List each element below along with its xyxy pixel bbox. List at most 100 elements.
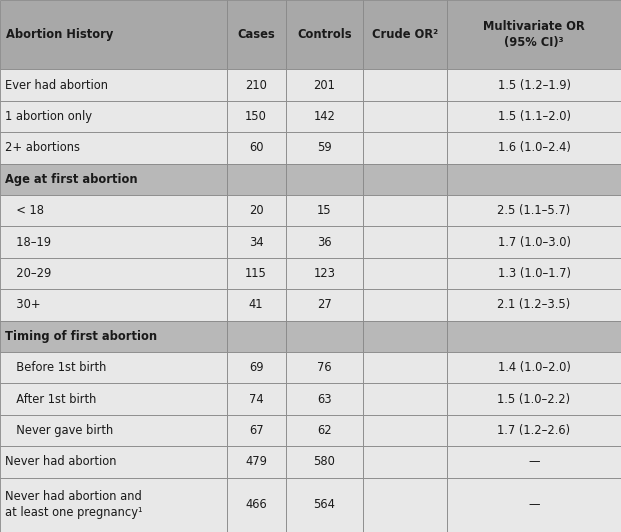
Bar: [0, 289, 227, 321]
Text: Never had abortion and
at least one pregnancy¹: Never had abortion and at least one preg…: [5, 491, 142, 519]
Text: 15: 15: [317, 204, 332, 217]
Bar: [363, 70, 447, 101]
Bar: [227, 352, 286, 384]
Text: 74: 74: [249, 393, 263, 406]
Bar: [227, 258, 286, 289]
Text: Never gave birth: Never gave birth: [9, 424, 114, 437]
Text: 20: 20: [249, 204, 263, 217]
Text: 1.4 (1.0–2.0): 1.4 (1.0–2.0): [497, 361, 571, 374]
Bar: [0, 258, 227, 289]
Bar: [286, 415, 363, 446]
Text: 1.7 (1.0–3.0): 1.7 (1.0–3.0): [497, 236, 571, 248]
Text: 142: 142: [314, 110, 335, 123]
Bar: [363, 195, 447, 227]
Bar: [363, 227, 447, 258]
Bar: [363, 164, 447, 195]
Bar: [227, 101, 286, 132]
Bar: [447, 132, 621, 164]
Bar: [447, 101, 621, 132]
Bar: [286, 384, 363, 415]
Bar: [447, 289, 621, 321]
Bar: [286, 352, 363, 384]
Bar: [286, 101, 363, 132]
Text: 41: 41: [249, 298, 263, 311]
Bar: [363, 0, 447, 70]
Bar: [286, 164, 363, 195]
Bar: [363, 384, 447, 415]
Text: 63: 63: [317, 393, 332, 406]
Bar: [0, 321, 227, 352]
Bar: [363, 101, 447, 132]
Bar: [0, 195, 227, 227]
Bar: [286, 321, 363, 352]
Bar: [0, 0, 227, 70]
Bar: [286, 0, 363, 70]
Bar: [0, 101, 227, 132]
Bar: [0, 478, 227, 532]
Text: 201: 201: [314, 79, 335, 92]
Text: 1 abortion only: 1 abortion only: [5, 110, 92, 123]
Bar: [0, 446, 227, 478]
Bar: [286, 195, 363, 227]
Bar: [0, 415, 227, 446]
Text: 2.1 (1.2–3.5): 2.1 (1.2–3.5): [497, 298, 571, 311]
Bar: [447, 227, 621, 258]
Text: 466: 466: [245, 498, 267, 511]
Text: Timing of first abortion: Timing of first abortion: [5, 330, 157, 343]
Text: 123: 123: [314, 267, 335, 280]
Bar: [227, 478, 286, 532]
Bar: [447, 352, 621, 384]
Bar: [363, 321, 447, 352]
Text: Ever had abortion: Ever had abortion: [5, 79, 108, 92]
Text: 1.5 (1.0–2.2): 1.5 (1.0–2.2): [497, 393, 571, 406]
Bar: [227, 227, 286, 258]
Bar: [227, 289, 286, 321]
Text: 60: 60: [249, 142, 263, 154]
Text: Age at first abortion: Age at first abortion: [5, 173, 138, 186]
Text: 76: 76: [317, 361, 332, 374]
Bar: [363, 352, 447, 384]
Text: 20–29: 20–29: [9, 267, 52, 280]
Text: 2+ abortions: 2+ abortions: [5, 142, 80, 154]
Text: 580: 580: [314, 455, 335, 469]
Text: 69: 69: [249, 361, 263, 374]
Text: 150: 150: [245, 110, 267, 123]
Bar: [447, 384, 621, 415]
Bar: [227, 384, 286, 415]
Text: —: —: [528, 455, 540, 469]
Text: 34: 34: [249, 236, 263, 248]
Bar: [0, 70, 227, 101]
Bar: [286, 227, 363, 258]
Bar: [286, 70, 363, 101]
Bar: [447, 478, 621, 532]
Bar: [286, 478, 363, 532]
Bar: [227, 70, 286, 101]
Bar: [447, 70, 621, 101]
Text: Controls: Controls: [297, 28, 351, 41]
Bar: [286, 446, 363, 478]
Text: 1.7 (1.2–2.6): 1.7 (1.2–2.6): [497, 424, 571, 437]
Text: Abortion History: Abortion History: [6, 28, 114, 41]
Bar: [447, 415, 621, 446]
Bar: [363, 289, 447, 321]
Bar: [227, 446, 286, 478]
Bar: [447, 258, 621, 289]
Text: 27: 27: [317, 298, 332, 311]
Text: Multivariate OR
(95% CI)³: Multivariate OR (95% CI)³: [483, 20, 585, 49]
Text: Never had abortion: Never had abortion: [5, 455, 117, 469]
Text: After 1st birth: After 1st birth: [9, 393, 97, 406]
Text: —: —: [528, 498, 540, 511]
Text: < 18: < 18: [9, 204, 44, 217]
Text: Before 1st birth: Before 1st birth: [9, 361, 107, 374]
Bar: [447, 321, 621, 352]
Text: 115: 115: [245, 267, 267, 280]
Bar: [447, 195, 621, 227]
Text: 1.3 (1.0–1.7): 1.3 (1.0–1.7): [497, 267, 571, 280]
Bar: [286, 289, 363, 321]
Bar: [227, 195, 286, 227]
Bar: [0, 132, 227, 164]
Bar: [363, 415, 447, 446]
Text: 59: 59: [317, 142, 332, 154]
Bar: [0, 227, 227, 258]
Bar: [447, 164, 621, 195]
